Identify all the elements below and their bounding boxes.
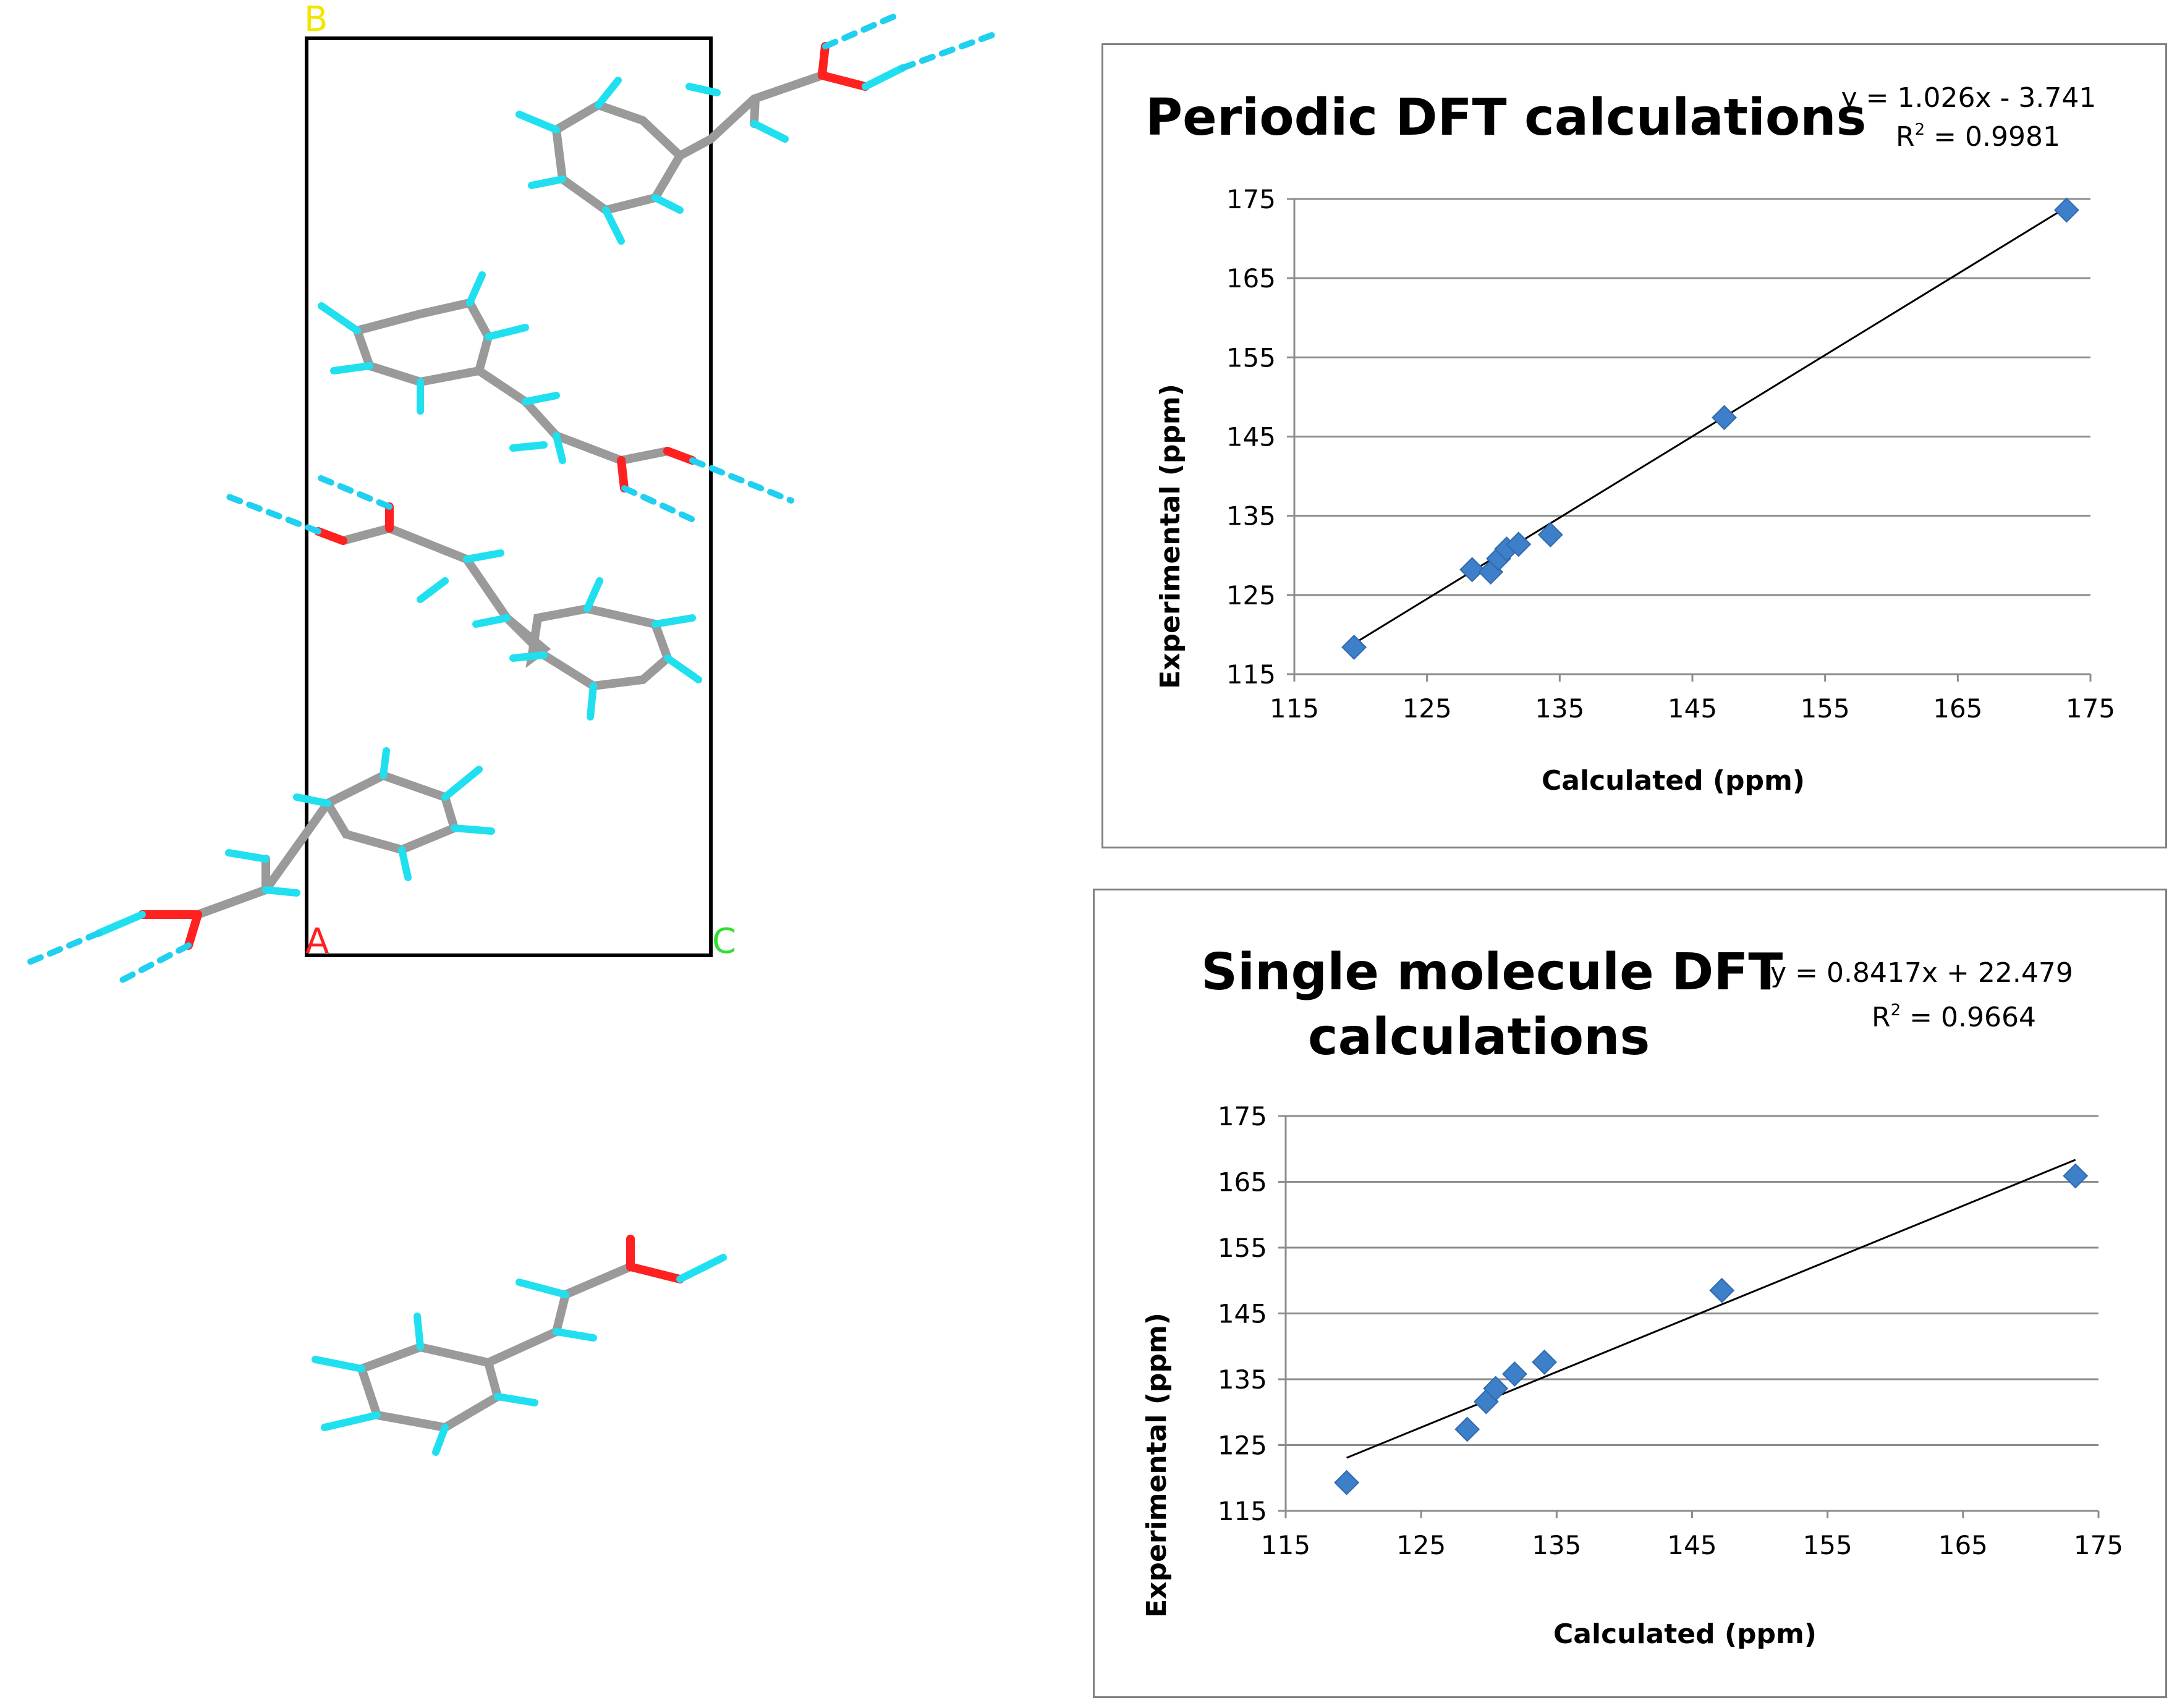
crystal-structure-diagram: B A C [22, 0, 998, 1456]
y-axis-label: Experimental (ppm) [1155, 384, 1186, 689]
x-tick-label: 125 [1396, 1530, 1446, 1560]
y-tick-label: 175 [1226, 184, 1276, 214]
plot-area: 115 125 135 145 155 165 175 115 125 135 145 155 165 1… [1226, 184, 2115, 724]
x-tick-label: 175 [2074, 1530, 2123, 1560]
y-tick-label: 165 [1218, 1167, 1267, 1198]
y-tick-label: 135 [1226, 501, 1276, 531]
y-axis-label: Experimental (ppm) [1141, 1313, 1173, 1618]
data-point [1537, 522, 1563, 547]
single-molecule-dft-chart: Single molecule DFT calculations y = 0.8… [1093, 889, 2167, 1698]
x-tick-label: 135 [1532, 1530, 1581, 1560]
x-axis-label: Calculated (ppm) [1553, 1618, 1817, 1650]
trendline-equation: y = 1.026x - 3.741 [1841, 82, 2097, 114]
data-point [2053, 197, 2079, 223]
periodic-dft-chart: Periodic DFT calculations y = 1.026x - 3… [1101, 43, 2167, 848]
x-tick-label: 145 [1668, 693, 1717, 724]
chart-title-line-2: calculations [1308, 1008, 1650, 1067]
y-tick-label: 135 [1218, 1364, 1267, 1395]
chart-title-line-1: Single molecule DFT [1201, 943, 1783, 1002]
y-tick-label: 155 [1218, 1233, 1267, 1263]
axis-label-b: B [304, 0, 328, 40]
y-tick-label: 145 [1218, 1299, 1267, 1329]
x-tick-label: 155 [1803, 1530, 1852, 1560]
axis-label-c: C [712, 921, 736, 962]
data-point [1712, 405, 1737, 431]
unit-cell-box [305, 36, 713, 957]
x-tick-label: 145 [1667, 1530, 1717, 1560]
y-tick-label: 125 [1226, 580, 1276, 611]
data-point [2063, 1163, 2089, 1189]
single-molecule [312, 1235, 727, 1456]
x-tick-label: 155 [1801, 693, 1850, 724]
y-tick-label: 175 [1218, 1101, 1267, 1131]
chart-title: Periodic DFT calculations [1145, 88, 1866, 147]
molecule-1 [516, 12, 998, 245]
y-tick-label: 125 [1218, 1431, 1267, 1461]
x-tick-label: 115 [1270, 693, 1319, 724]
data-point [1334, 1469, 1360, 1495]
y-tick-label: 165 [1226, 263, 1276, 294]
data-point [1454, 1416, 1480, 1442]
r-squared: R2 = 0.9981 [1896, 120, 2060, 153]
y-tick-label: 115 [1226, 659, 1276, 690]
trendline-equation: y = 0.8417x + 22.479 [1770, 957, 2073, 989]
molecule-4 [22, 747, 495, 986]
y-tick-label: 115 [1218, 1496, 1267, 1526]
molecule-3 [219, 473, 702, 721]
trendline [1346, 1159, 2076, 1459]
data-point [1483, 1376, 1509, 1401]
trendline [1353, 206, 2068, 645]
data-point [1501, 1361, 1527, 1387]
r-squared: R2 = 0.9664 [1872, 1001, 2036, 1033]
y-tick-label: 155 [1226, 342, 1276, 373]
x-tick-label: 125 [1403, 693, 1452, 724]
plot-area: 115 125 135 145 155 165 175 115 125 135 145 155 165 1… [1218, 1101, 2123, 1560]
data-point [1341, 635, 1367, 660]
data-point [1506, 531, 1532, 557]
data-point [1709, 1277, 1735, 1303]
x-tick-label: 165 [1938, 1530, 1988, 1560]
data-point [1459, 557, 1485, 583]
data-point [1532, 1349, 1558, 1375]
x-tick-label: 175 [2066, 693, 2115, 724]
molecule-2 [318, 271, 794, 525]
x-tick-label: 165 [1933, 693, 1982, 724]
x-axis-label: Calculated (ppm) [1542, 765, 1805, 797]
axis-label-a: A [305, 921, 329, 962]
x-tick-label: 115 [1261, 1530, 1310, 1560]
x-tick-label: 135 [1535, 693, 1584, 724]
y-tick-label: 145 [1226, 422, 1276, 452]
